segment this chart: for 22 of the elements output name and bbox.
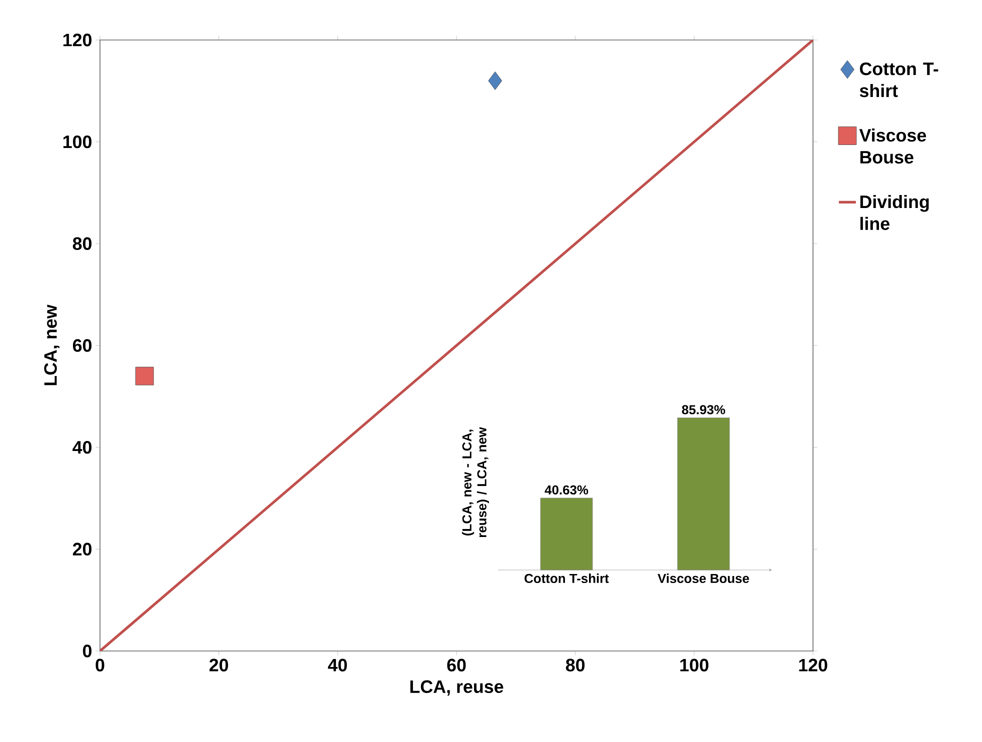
legend-label: Cotton T-shirt [860, 62, 938, 98]
x-tick-label: 100 [680, 658, 708, 672]
y-tick-label: 0 [82, 644, 92, 658]
x-tick-label: 80 [566, 658, 585, 672]
y-axis-title: (LCA, new - LCA, reuse) / LCA, new [462, 427, 490, 538]
y-tick-label: 120 [63, 34, 92, 46]
data-label: 85.93% [682, 405, 726, 414]
x-tick-label: 120 [799, 658, 828, 672]
x-tick-label: 60 [447, 658, 466, 672]
legend-label: Dividing line [860, 194, 929, 230]
x-tick-label: 0 [96, 658, 104, 672]
legend-label: Viscose Bouse [859, 128, 926, 164]
y-tick-label: 60 [72, 339, 92, 352]
y-tick-label: 20 [72, 542, 92, 556]
x-tick-label: 20 [209, 658, 228, 672]
x-axis-title: LCA, reuse [410, 680, 504, 696]
y-tick-label: 80 [72, 237, 92, 250]
y-tick-label: 40 [72, 440, 92, 454]
x-tick-label: 40 [328, 658, 347, 672]
y-axis-title: LCA, new [44, 304, 60, 386]
data-label: 40.63% [544, 485, 588, 495]
y-tick-label: 100 [63, 135, 92, 148]
